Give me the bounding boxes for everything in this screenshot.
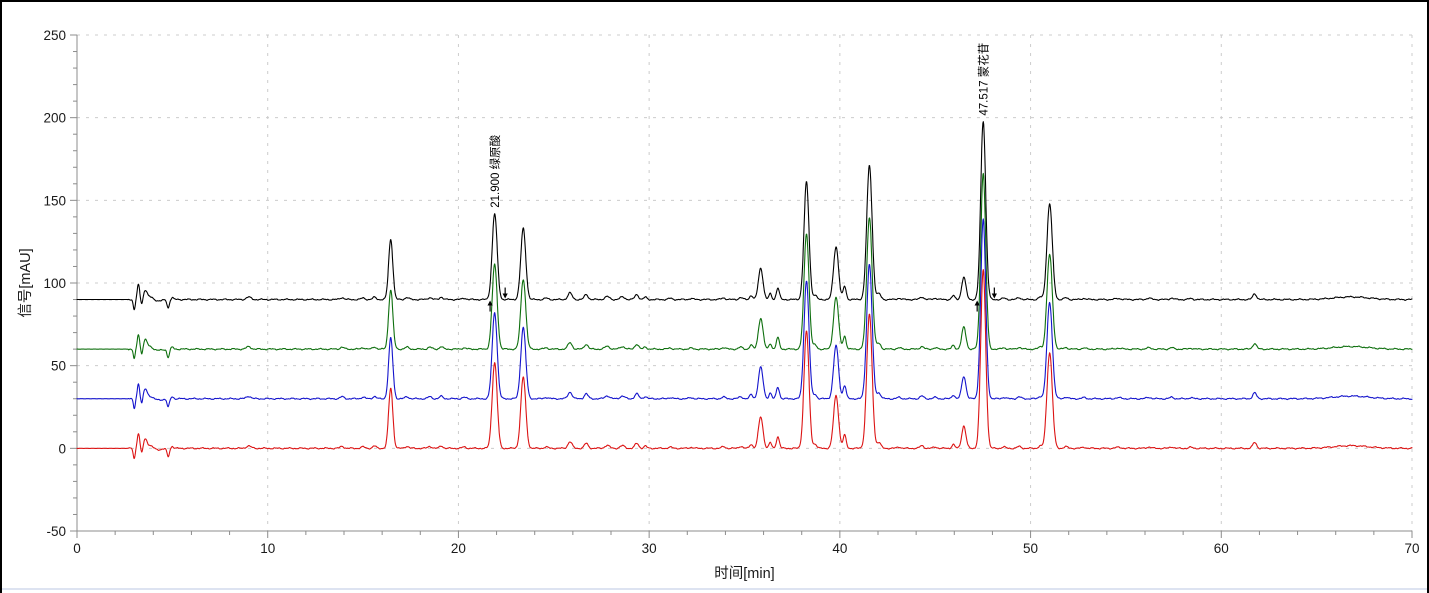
trace-2-green: [76, 172, 1413, 360]
x-axis-title: 时间[min]: [714, 566, 775, 582]
x-tick-label: 0: [73, 541, 81, 556]
integration-start-arrow-icon: [974, 300, 980, 306]
y-tick-label: 0: [58, 441, 66, 456]
x-tick-label: 30: [642, 541, 657, 556]
integration-stop-arrow-icon: [991, 293, 997, 299]
x-tick-label: 40: [832, 541, 847, 556]
y-tick-label: 200: [43, 111, 66, 126]
x-tick-label: 60: [1214, 541, 1229, 556]
x-tick-label: 10: [260, 541, 275, 556]
y-tick-label: 250: [43, 28, 66, 43]
y-tick-label: 100: [43, 276, 66, 291]
peak-annotation: 47.517 蒙花苷: [977, 43, 991, 116]
integration-stop-arrow-icon: [502, 293, 508, 299]
peak-annotation: 21.900 绿原酸: [488, 134, 502, 207]
x-tick-label: 50: [1023, 541, 1038, 556]
integration-start-arrow-icon: [487, 300, 493, 306]
y-axis-title: 信号[mAU]: [18, 248, 34, 318]
y-tick-label: -50: [46, 524, 66, 539]
y-tick-label: 50: [51, 359, 66, 374]
x-tick-label: 20: [451, 541, 466, 556]
trace-4-red: [76, 269, 1413, 460]
trace-3-blue: [76, 218, 1413, 410]
y-tick-label: 150: [43, 193, 66, 208]
window-bottom-edge: [2, 588, 1427, 590]
trace-1-black: [76, 121, 1413, 311]
x-tick-label: 70: [1404, 541, 1419, 556]
